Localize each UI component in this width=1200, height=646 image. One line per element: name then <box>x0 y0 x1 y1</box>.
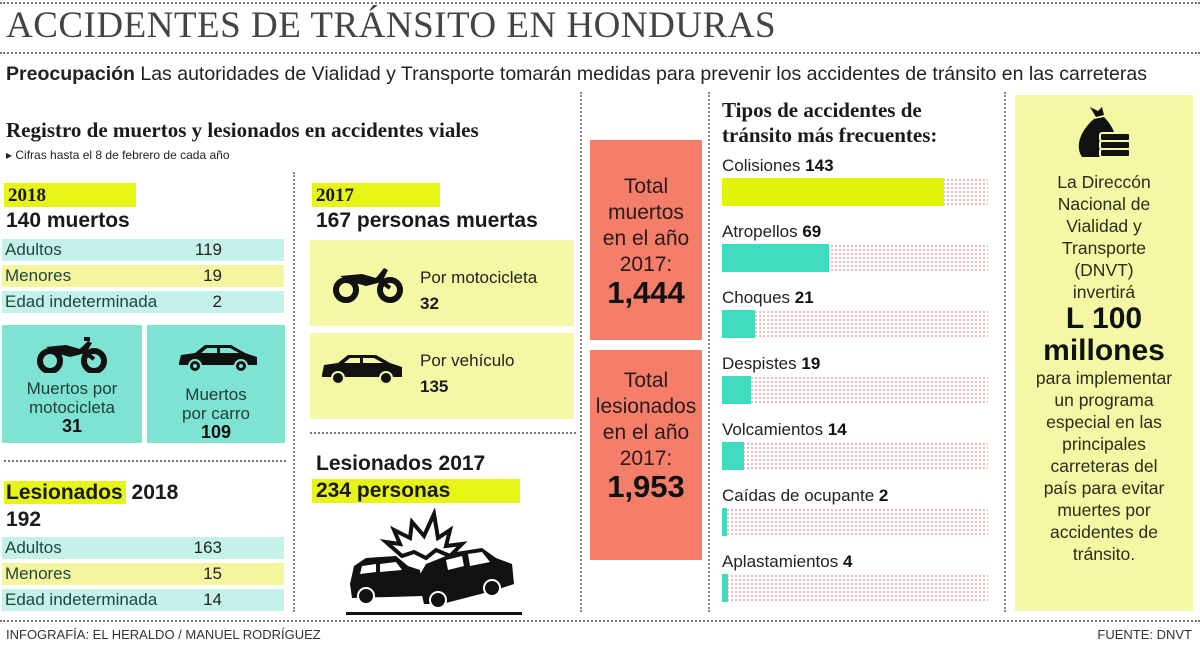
section-note: ▸ Cifras hasta el 8 de febrero de cada a… <box>6 148 230 162</box>
dnvt-text-2: para implementar un programa especial en l… <box>1035 368 1173 564</box>
column-divider <box>293 172 295 612</box>
car-deaths-box: Muertos por carro 109 <box>147 325 285 443</box>
car-icon <box>320 351 404 385</box>
source: FUENTE: DNVT <box>1097 627 1192 642</box>
column-divider <box>708 92 710 612</box>
bar-track <box>722 442 988 470</box>
lesionados-2017-title: Lesionados 2017 <box>316 452 486 475</box>
table-row: Adultos 163 <box>2 537 284 559</box>
table-row: Menores 19 <box>2 265 284 287</box>
bar-fill <box>722 574 729 602</box>
bar-label: Caídas de ocupante 2 <box>722 486 889 505</box>
dnvt-panel: La Direccón Nacional de Vialidad y Transpor… <box>1015 95 1193 611</box>
lesionados-2017-total: 234 personas <box>312 479 520 503</box>
credit: INFOGRAFÍA: EL HERALDO / MANUEL RODRÍGUE… <box>6 627 321 642</box>
top-divider <box>0 2 1200 4</box>
bar-track <box>722 508 988 536</box>
chart-title: Tipos de accidentes de tránsito más frec… <box>722 98 938 147</box>
total-muertos-box: Total muertos en el año 2017: 1,444 <box>590 140 702 340</box>
table-row: Edad indeterminada 14 <box>2 589 284 611</box>
bar-track <box>722 574 988 602</box>
muertos-2018-headline: 140 muertos <box>6 209 130 232</box>
table-row: Menores 15 <box>2 563 284 585</box>
bar-label: Volcamientos 14 <box>722 420 847 439</box>
bar-label: Colisiones 143 <box>722 156 834 175</box>
table-row: Adultos 119 <box>2 239 284 261</box>
bar-fill <box>722 244 830 272</box>
footer-divider <box>0 620 1200 622</box>
bar-label: Atropellos 69 <box>722 222 822 241</box>
title-divider <box>0 52 1200 54</box>
total-lesionados-box: Total lesionados en el año 2017: 1,953 <box>590 350 702 560</box>
money-bag-icon <box>1015 105 1193 163</box>
bar-fill <box>722 376 752 404</box>
lesionados-2018-title: Lesionados 2018 <box>4 481 179 504</box>
muertos-2017-headline: 167 personas muertas <box>316 209 538 232</box>
bar-fill <box>722 442 744 470</box>
bar-label: Choques 21 <box>722 288 814 307</box>
bar-track <box>722 310 988 338</box>
table-row: Edad indeterminada 2 <box>2 291 284 313</box>
section-divider <box>310 432 576 434</box>
bar-track <box>722 178 988 206</box>
moto-deaths-box: Muertos por motocicleta 31 <box>2 325 142 443</box>
bar-fill <box>722 508 727 536</box>
bar-track <box>722 244 988 272</box>
motorcycle-icon <box>332 262 404 304</box>
bar-track <box>722 376 988 404</box>
bar-fill <box>722 178 944 206</box>
column-divider <box>1004 92 1006 612</box>
page-title: ACCIDENTES DE TRÁNSITO EN HONDURAS <box>6 5 777 46</box>
lead-text: Las autoridades de Vialidad y Transporte… <box>134 63 1147 85</box>
column-divider <box>580 92 582 612</box>
lead-paragraph: Preocupación Las autoridades de Vialidad… <box>6 62 1191 87</box>
lead-bold: Preocupación <box>6 63 135 85</box>
car-crash-icon <box>346 508 522 616</box>
year-tag-2017: 2017 <box>312 183 440 207</box>
section-divider <box>4 460 286 462</box>
year-tag-2018: 2018 <box>4 183 136 207</box>
motorcycle-icon <box>2 325 142 373</box>
bar-label: Despistes 19 <box>722 354 821 373</box>
moto-2017-box: Por motocicleta 32 <box>310 240 574 326</box>
section-title: Registro de muertos y lesionados en acci… <box>6 118 479 142</box>
car-icon <box>147 325 285 373</box>
bar-fill <box>722 310 755 338</box>
bar-label: Aplastamientos 4 <box>722 552 853 571</box>
vehiculo-2017-box: Por vehículo 135 <box>310 333 574 419</box>
dnvt-text-1: La Direccón Nacional de Vialidad y Transpor… <box>1057 172 1151 302</box>
lesionados-2018-total: 192 <box>6 508 42 531</box>
